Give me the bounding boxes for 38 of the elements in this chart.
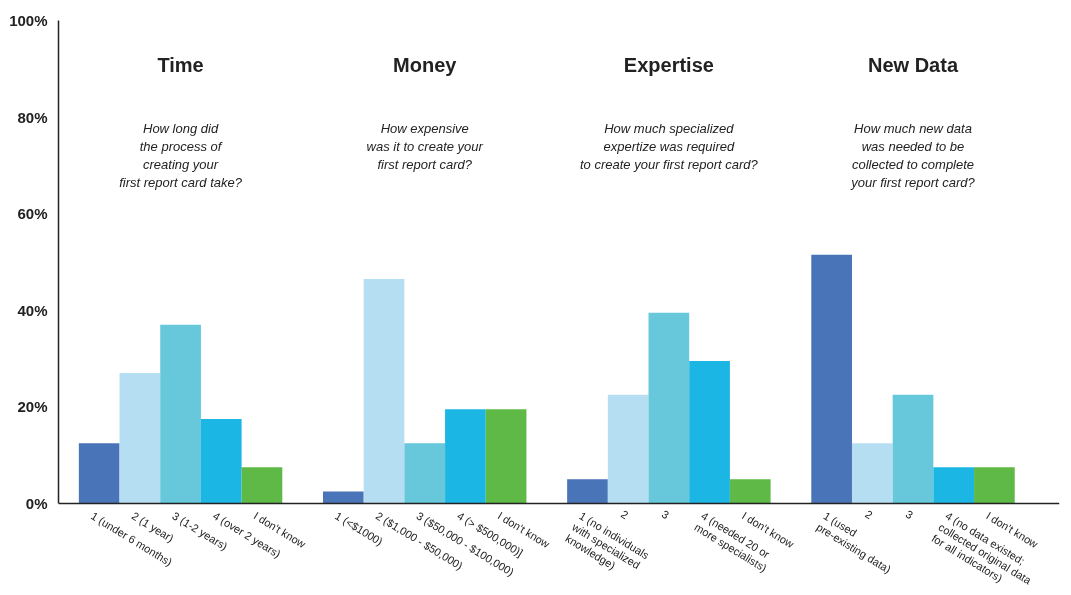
y-tick-label: 40% xyxy=(17,301,48,319)
bar xyxy=(322,491,364,504)
bar xyxy=(78,443,120,504)
bar xyxy=(648,312,690,504)
bar xyxy=(445,409,486,504)
bar xyxy=(729,479,771,504)
bar xyxy=(974,467,1015,504)
bar xyxy=(567,479,608,504)
x-tick-label: 3 xyxy=(903,507,916,522)
annotation: Time xyxy=(157,53,204,76)
bar xyxy=(607,394,649,504)
annotation: How expensive was it to create your first report card? xyxy=(366,120,484,172)
annotation: How long did the process of creating your first report card take? xyxy=(119,120,243,190)
annotation: How much new data was needed to be collected to complete your first report card? xyxy=(850,120,976,190)
x-tick-label: 3 xyxy=(659,507,672,522)
bar xyxy=(851,443,893,504)
bar xyxy=(363,278,405,504)
annotation: Expertise xyxy=(623,53,714,76)
annotation: How much specialized expertize was required to create your first report card? xyxy=(580,120,759,172)
annotation: Money xyxy=(393,53,458,76)
y-tick-label: 100% xyxy=(9,12,48,29)
y-tick-label: 80% xyxy=(17,108,48,126)
bar xyxy=(892,394,934,504)
x-tick-label: 2 xyxy=(618,507,631,522)
annotation: New Data xyxy=(868,53,959,76)
bar xyxy=(404,443,446,504)
bar xyxy=(811,254,852,504)
bar xyxy=(200,418,242,504)
y-tick-label: 0% xyxy=(25,495,48,512)
bar xyxy=(119,373,161,504)
bar xyxy=(241,467,283,504)
bar xyxy=(160,324,201,504)
y-tick-label: 20% xyxy=(17,398,48,416)
y-tick-label: 60% xyxy=(17,205,48,223)
bar xyxy=(689,361,730,504)
x-tick-label: 2 xyxy=(863,507,875,522)
bar xyxy=(485,409,527,504)
bar xyxy=(933,467,975,504)
